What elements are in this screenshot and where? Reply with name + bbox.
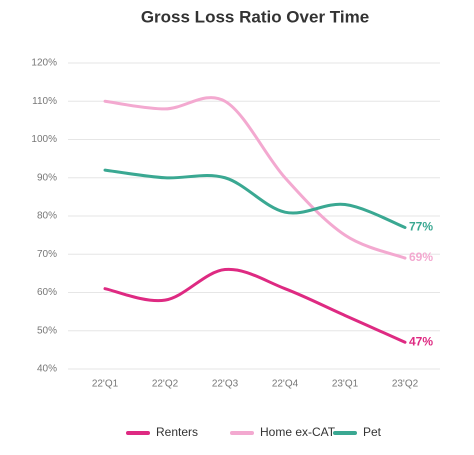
legend-label: Pet <box>363 425 382 439</box>
value-label: 69% <box>409 250 433 264</box>
x-tick-label: 22'Q4 <box>272 379 299 390</box>
series-line <box>103 168 407 229</box>
value-label: 47% <box>409 334 433 348</box>
series-line <box>103 267 407 344</box>
y-tick-label: 100% <box>31 134 57 145</box>
y-tick-label: 110% <box>32 96 57 107</box>
y-tick-label: 120% <box>31 58 57 69</box>
x-tick-label: 22'Q1 <box>92 379 119 390</box>
legend-label: Home ex-CAT <box>260 425 336 439</box>
y-tick-label: 50% <box>37 325 57 336</box>
y-tick-label: 90% <box>37 172 57 183</box>
y-tick-label: 80% <box>37 211 57 222</box>
y-tick-label: 60% <box>37 287 57 298</box>
legend-label: Renters <box>156 425 198 439</box>
x-tick-label: 23'Q2 <box>392 379 419 390</box>
x-tick-label: 23'Q1 <box>332 379 359 390</box>
x-tick-label: 22'Q2 <box>152 379 179 390</box>
chart-title: Gross Loss Ratio Over Time <box>141 7 369 26</box>
series-line <box>103 96 407 260</box>
y-tick-label: 40% <box>37 364 57 375</box>
y-tick-label: 70% <box>37 249 57 260</box>
value-label: 77% <box>409 220 433 234</box>
x-tick-label: 22'Q3 <box>212 379 239 390</box>
